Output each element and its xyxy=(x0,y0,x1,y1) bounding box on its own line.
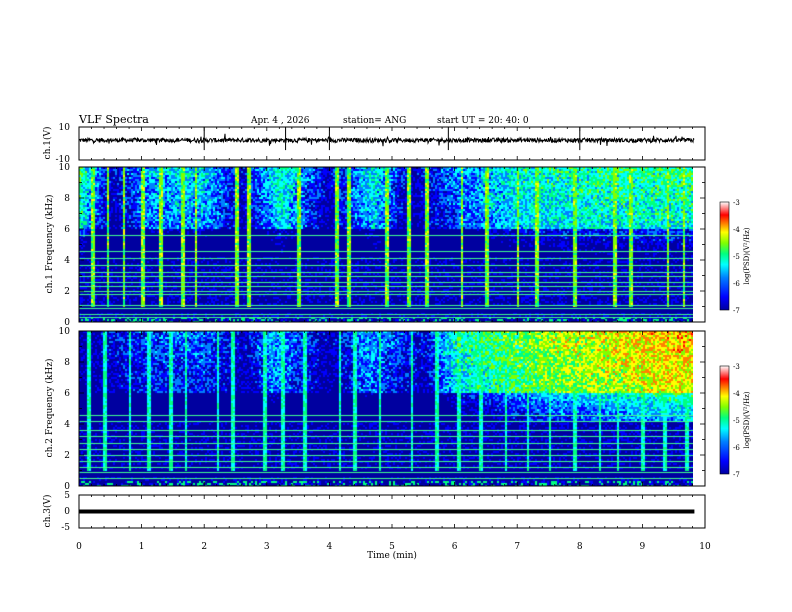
ch2-spec-ytick-2: 2 xyxy=(64,451,70,461)
xtick-0: 0 xyxy=(76,542,82,552)
start-time-label: start UT = 20: 40: 0 xyxy=(437,116,529,126)
ch1-spec-ytick-10: 10 xyxy=(59,163,71,173)
ch1-colorbar-tick-m4: -4 xyxy=(733,226,740,234)
ch3-ytick-mid: 0 xyxy=(64,507,70,517)
xtick-7: 7 xyxy=(514,542,520,552)
ch3-ytick-top: 5 xyxy=(64,491,70,501)
ch1-colorbar-tick-m6: -6 xyxy=(733,280,740,288)
station-label: station= ANG xyxy=(343,116,406,126)
ch2-colorbar xyxy=(719,365,730,475)
ch1-waveform-frame xyxy=(78,126,706,161)
ch1-ytick-top: 10 xyxy=(59,123,71,133)
ch1-spec-ytick-0: 0 xyxy=(64,318,70,328)
xtick-5: 5 xyxy=(389,542,395,552)
ch2-colorbar-label: log(PSD)(V²/Hz) xyxy=(743,391,751,448)
ch2-spec-ylabel: ch.2 Frequency (kHz) xyxy=(44,359,55,458)
y-minor-ticks xyxy=(79,166,705,487)
ch2-spec-ytick-10: 10 xyxy=(59,327,71,337)
ch1-colorbar-tick-m7: -7 xyxy=(733,307,740,315)
date-label: Apr. 4 , 2026 xyxy=(250,116,310,126)
ch1-spec-ytick-8: 8 xyxy=(64,194,70,204)
x-tick-marks xyxy=(78,127,706,528)
ch3-ylabel: ch.3(V) xyxy=(42,495,53,528)
ch2-colorbar-tick-m3: -3 xyxy=(733,363,740,371)
ch1-spectrogram-area xyxy=(79,167,693,322)
ch1-ytick-bottom: -10 xyxy=(56,155,71,165)
xtick-1: 1 xyxy=(139,542,145,552)
ch1-spec-ytick-4: 4 xyxy=(64,256,70,266)
xtick-10: 10 xyxy=(699,542,711,552)
ch1-spec-ytick-2: 2 xyxy=(64,287,70,297)
ch2-spectrogram-area xyxy=(79,331,693,486)
ch3-waveform-trace xyxy=(79,509,695,514)
ch1-waveform-trace xyxy=(78,133,695,147)
xtick-3: 3 xyxy=(264,542,270,552)
ch1-colorbar-tick-m3: -3 xyxy=(733,199,740,207)
xtick-4: 4 xyxy=(327,542,333,552)
ch1-spec-ytick-6: 6 xyxy=(64,225,70,235)
ch1-colorbar-tick-m5: -5 xyxy=(733,253,740,261)
ch2-colorbar-tick-m4: -4 xyxy=(733,390,740,398)
xtick-6: 6 xyxy=(452,542,458,552)
xtick-8: 8 xyxy=(577,542,583,552)
ch1-colorbar xyxy=(719,201,730,311)
ch2-spec-ytick-6: 6 xyxy=(64,389,70,399)
ch2-colorbar-tick-m5: -5 xyxy=(733,417,740,425)
ch2-spec-ytick-0: 0 xyxy=(64,482,70,492)
x-axis-label: Time (min) xyxy=(367,550,417,561)
ch1-spec-ylabel: ch.1 Frequency (kHz) xyxy=(44,195,55,294)
ch2-spec-ytick-8: 8 xyxy=(64,358,70,368)
ch2-colorbar-tick-m7: -7 xyxy=(733,471,740,479)
ch1-colorbar-label: log(PSD)(V²/Hz) xyxy=(743,227,751,284)
xtick-9: 9 xyxy=(640,542,646,552)
ch1-ylabel: ch.1(V) xyxy=(42,127,53,160)
xtick-2: 2 xyxy=(201,542,207,552)
ch3-ytick-bottom: -5 xyxy=(61,523,70,533)
figure-title: VLF Spectra xyxy=(78,113,149,126)
ch2-colorbar-tick-m6: -6 xyxy=(733,444,740,452)
ch2-spec-ytick-4: 4 xyxy=(64,420,70,430)
